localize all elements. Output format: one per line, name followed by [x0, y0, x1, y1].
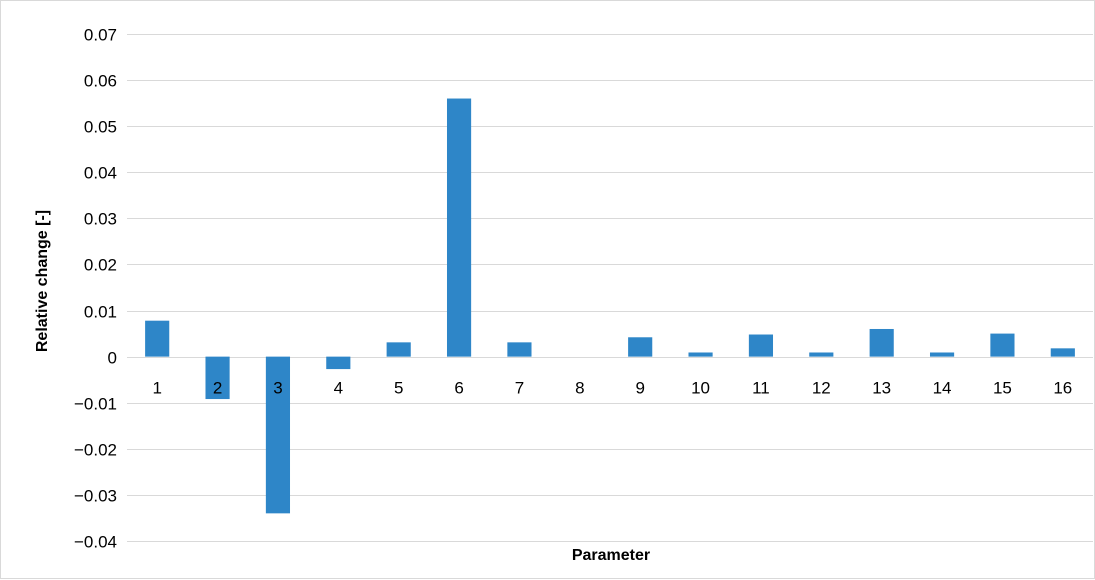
bar — [326, 356, 351, 370]
x-tick-label: 2 — [213, 379, 222, 398]
x-tick-label: 6 — [454, 379, 463, 398]
y-tick-label: 0 — [108, 349, 117, 368]
x-tick-label: 9 — [635, 379, 644, 398]
y-tick-label: −0.01 — [74, 395, 117, 414]
bar — [145, 320, 170, 357]
x-tick-label: 1 — [152, 379, 161, 398]
x-tick-label: 3 — [273, 379, 282, 398]
x-tick-label: 4 — [334, 379, 343, 398]
x-tick-label: 5 — [394, 379, 403, 398]
bar — [386, 342, 411, 357]
y-axis-ticks: 0.07 0.06 0.05 0.04 0.03 0.02 0.01 0 −0.01 −0.02 −… — [74, 26, 117, 552]
bar — [809, 352, 834, 357]
x-tick-label: 11 — [752, 379, 770, 398]
y-tick-label: 0.05 — [84, 118, 117, 137]
bar — [1050, 348, 1075, 357]
bar — [748, 334, 774, 357]
bar — [446, 98, 472, 357]
bar — [990, 333, 1015, 357]
y-tick-label: 0.07 — [84, 26, 117, 45]
x-tick-label: 15 — [993, 379, 1012, 398]
bar — [507, 342, 532, 357]
x-axis-ticks: 1 2 3 4 5 6 7 8 9 10 11 12 13 14 15 16 — [152, 379, 1072, 398]
x-tick-label: 14 — [933, 379, 952, 398]
x-tick-label: 12 — [812, 379, 831, 398]
y-tick-label: 0.06 — [84, 72, 117, 91]
bar — [628, 337, 653, 357]
bar — [688, 352, 713, 357]
bars — [145, 98, 1075, 514]
y-tick-label: 0.01 — [84, 303, 117, 322]
bar — [205, 356, 230, 400]
x-tick-label: 8 — [575, 379, 584, 398]
y-axis-title: Relative change [-] — [34, 210, 51, 352]
y-tick-label: −0.03 — [74, 487, 117, 506]
x-tick-label: 10 — [691, 379, 710, 398]
bar — [869, 328, 894, 357]
y-tick-label: −0.04 — [74, 533, 117, 552]
bar — [265, 356, 291, 514]
x-axis-title: Parameter — [572, 547, 650, 564]
y-tick-label: 0.02 — [84, 256, 117, 275]
y-tick-label: 0.03 — [84, 210, 117, 229]
y-tick-label: 0.04 — [84, 164, 117, 183]
bar — [929, 352, 955, 357]
x-tick-label: 13 — [872, 379, 891, 398]
x-tick-label: 16 — [1053, 379, 1072, 398]
y-tick-label: −0.02 — [74, 441, 117, 460]
x-tick-label: 7 — [515, 379, 524, 398]
